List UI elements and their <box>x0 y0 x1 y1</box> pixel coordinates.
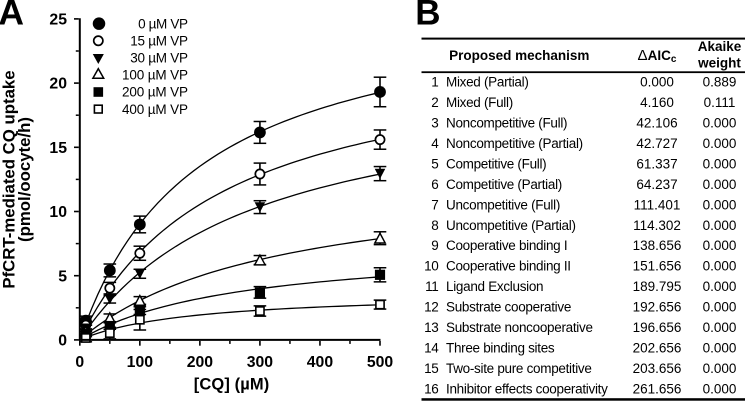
svg-text:114.302: 114.302 <box>633 218 681 233</box>
svg-text:0.000: 0.000 <box>703 320 737 335</box>
svg-text:0.000: 0.000 <box>703 279 737 294</box>
svg-text:5: 5 <box>431 156 438 171</box>
svg-text:1: 1 <box>431 75 438 90</box>
svg-text:138.656: 138.656 <box>633 238 682 253</box>
svg-text:64.237: 64.237 <box>636 177 677 192</box>
svg-text:100: 100 <box>127 354 154 371</box>
svg-text:4: 4 <box>431 136 439 151</box>
svg-text:61.337: 61.337 <box>636 156 677 171</box>
svg-text:8: 8 <box>431 218 438 233</box>
svg-text:0 µM VP: 0 µM VP <box>138 16 188 31</box>
svg-text:189.795: 189.795 <box>633 279 682 294</box>
svg-text:Three binding sites: Three binding sites <box>446 340 555 355</box>
svg-text:0.889: 0.889 <box>703 75 737 90</box>
svg-text:Two-site pure competitive: Two-site pure competitive <box>446 361 592 376</box>
svg-text:10: 10 <box>424 259 438 274</box>
svg-text:42.727: 42.727 <box>636 136 677 151</box>
svg-text:0: 0 <box>58 333 67 350</box>
svg-text:203.656: 203.656 <box>633 361 682 376</box>
svg-text:Noncompetitive (Partial): Noncompetitive (Partial) <box>446 136 583 151</box>
svg-text:Competitive (Partial): Competitive (Partial) <box>446 177 562 192</box>
svg-text:4.160: 4.160 <box>640 95 674 110</box>
svg-text:6: 6 <box>431 177 438 192</box>
svg-text:0.000: 0.000 <box>640 75 674 90</box>
svg-text:202.656: 202.656 <box>633 340 682 355</box>
svg-text:Mixed (Partial): Mixed (Partial) <box>446 75 529 90</box>
svg-text:0.000: 0.000 <box>703 177 737 192</box>
svg-text:15 µM VP: 15 µM VP <box>130 33 188 48</box>
svg-text:12: 12 <box>424 300 438 315</box>
svg-text:0.000: 0.000 <box>703 259 737 274</box>
svg-text:7: 7 <box>431 197 438 212</box>
svg-text:10: 10 <box>49 204 67 221</box>
svg-text:111.401: 111.401 <box>634 197 681 212</box>
svg-text:0.000: 0.000 <box>703 197 737 212</box>
svg-text:30 µM VP: 30 µM VP <box>130 51 188 66</box>
svg-text:16: 16 <box>424 381 438 396</box>
svg-text:200 µM VP: 200 µM VP <box>122 85 188 100</box>
svg-text:0.111: 0.111 <box>704 95 736 110</box>
svg-text:2: 2 <box>431 95 438 110</box>
svg-text:0.000: 0.000 <box>703 156 737 171</box>
svg-text:Uncompetitive (Full): Uncompetitive (Full) <box>446 197 560 212</box>
svg-text:15: 15 <box>424 361 438 376</box>
svg-text:0.000: 0.000 <box>703 238 737 253</box>
svg-text:100 µM VP: 100 µM VP <box>122 68 188 83</box>
svg-text:Ligand Exclusion: Ligand Exclusion <box>446 279 543 294</box>
svg-text:0.000: 0.000 <box>703 381 737 396</box>
svg-text:400: 400 <box>307 354 334 371</box>
svg-text:0.000: 0.000 <box>703 116 737 131</box>
svg-text:Uncompetitive (Partial): Uncompetitive (Partial) <box>446 218 576 233</box>
svg-text:25: 25 <box>49 12 67 29</box>
svg-text:Substrate cooperative: Substrate cooperative <box>446 300 571 315</box>
svg-text:Cooperative binding I: Cooperative binding I <box>446 238 567 253</box>
svg-text:300: 300 <box>247 354 274 371</box>
svg-text:11: 11 <box>425 279 438 294</box>
svg-text:(pmol/oocyte/h): (pmol/oocyte/h) <box>15 117 34 242</box>
svg-text:[CQ] (µM): [CQ] (µM) <box>194 375 269 393</box>
svg-text:3: 3 <box>431 116 438 131</box>
svg-text:20: 20 <box>49 76 67 93</box>
svg-text:500: 500 <box>367 354 394 371</box>
svg-text:Akaike: Akaike <box>698 39 742 54</box>
svg-text:14: 14 <box>424 340 439 355</box>
svg-text:Cooperative binding II: Cooperative binding II <box>446 259 571 274</box>
svg-text:0.000: 0.000 <box>703 300 737 315</box>
svg-text:0: 0 <box>75 354 84 371</box>
svg-text:13: 13 <box>424 320 438 335</box>
svg-text:Substrate noncooperative: Substrate noncooperative <box>446 320 593 335</box>
svg-text:Mixed (Full): Mixed (Full) <box>446 95 513 110</box>
svg-text:Noncompetitive (Full): Noncompetitive (Full) <box>446 116 567 131</box>
svg-text:196.656: 196.656 <box>633 320 682 335</box>
svg-text:B: B <box>415 0 440 33</box>
svg-text:weight: weight <box>697 55 741 70</box>
svg-text:151.656: 151.656 <box>633 259 682 274</box>
svg-text:0.000: 0.000 <box>703 340 737 355</box>
svg-text:192.656: 192.656 <box>633 300 682 315</box>
svg-text:Competitive (Full): Competitive (Full) <box>446 156 546 171</box>
svg-text:0.000: 0.000 <box>703 136 737 151</box>
svg-text:Proposed mechanism: Proposed mechanism <box>449 48 589 63</box>
svg-text:5: 5 <box>58 268 67 285</box>
svg-text:0.000: 0.000 <box>703 361 737 376</box>
svg-text:9: 9 <box>431 238 438 253</box>
svg-text:400 µM VP: 400 µM VP <box>122 102 188 117</box>
svg-text:42.106: 42.106 <box>636 116 677 131</box>
svg-text:261.656: 261.656 <box>633 381 682 396</box>
svg-text:A: A <box>0 0 24 33</box>
svg-text:15: 15 <box>49 140 67 157</box>
svg-text:200: 200 <box>187 354 214 371</box>
svg-text:Inhibitor effects cooperativit: Inhibitor effects cooperativity <box>446 381 608 396</box>
svg-text:0.000: 0.000 <box>703 218 737 233</box>
